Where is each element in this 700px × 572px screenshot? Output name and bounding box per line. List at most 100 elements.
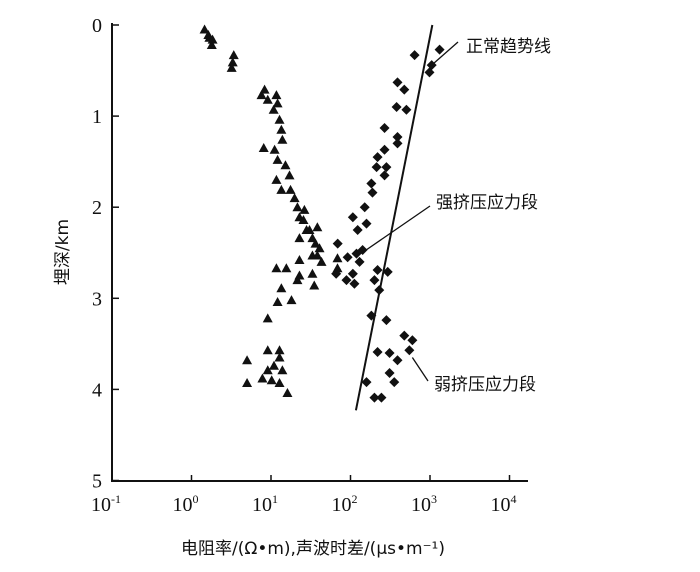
resistivity-point	[314, 243, 325, 253]
resistivity-point	[271, 263, 282, 273]
resistivity-point	[271, 174, 282, 184]
sonic-point	[379, 122, 390, 133]
sonic-point	[404, 345, 415, 356]
resistivity-point	[292, 202, 303, 212]
resistivity-point	[266, 375, 277, 385]
y-axis-title: 埋深/km	[53, 219, 73, 285]
resistivity-point	[268, 360, 279, 370]
resistivity-point	[276, 184, 287, 194]
resistivity-point	[277, 365, 288, 375]
resistivity-point	[206, 40, 217, 50]
resistivity-point	[257, 373, 268, 383]
resistivity-point	[304, 224, 315, 234]
x-tick-exponent: 0	[193, 492, 199, 506]
sonic-point	[384, 347, 395, 358]
x-tick-label: 102	[332, 492, 358, 516]
resistivity-point	[310, 238, 321, 248]
x-tick-base: 10	[491, 494, 511, 516]
resistivity-point	[294, 233, 305, 243]
resistivity-point	[272, 154, 283, 164]
annotation-leader	[431, 41, 459, 66]
y-tick-label: 2	[92, 197, 102, 219]
sonic-point	[409, 50, 420, 61]
sonic-point	[434, 44, 445, 55]
sonic-point	[354, 256, 365, 267]
sonic-point	[382, 266, 393, 277]
resistivity-point	[316, 256, 327, 266]
resistivity-point	[242, 378, 253, 388]
sonic-point	[399, 330, 410, 341]
sonic-point	[367, 187, 378, 198]
resistivity-point	[282, 388, 293, 398]
resistivity-point	[289, 193, 300, 203]
x-tick-exponent: 4	[511, 492, 517, 506]
sonic-point	[351, 248, 362, 259]
sonic-point	[342, 252, 353, 263]
y-tick-label: 0	[92, 15, 102, 37]
resistivity-point	[228, 50, 239, 60]
axes	[111, 23, 528, 482]
x-axis-title: 电阻率/(Ω•m),声波时差/(μs•m⁻¹)	[181, 539, 445, 559]
x-tick-label: 103	[411, 492, 437, 516]
resistivity-point	[226, 62, 237, 72]
sonic-point	[424, 67, 435, 78]
sonic-point	[341, 275, 352, 286]
resistivity-point	[262, 345, 273, 355]
resistivity-point	[332, 253, 343, 263]
y-tick-label: 1	[92, 106, 102, 128]
resistivity-point	[298, 214, 309, 224]
sonic-point	[371, 162, 382, 173]
annotation-leader	[361, 205, 431, 254]
sonic-point	[399, 84, 410, 95]
resistivity-point	[274, 345, 285, 355]
resistivity-point	[207, 34, 218, 44]
x-tick-label: 10-1	[91, 492, 121, 516]
sonic-point	[389, 377, 400, 388]
x-tick-base: 10	[173, 494, 193, 516]
sonic-point	[374, 285, 385, 296]
x-tick-label: 100	[173, 492, 199, 516]
sonic-point	[384, 368, 395, 379]
resistivity-point	[271, 90, 282, 100]
sonic-point	[392, 355, 403, 366]
sonic-point	[347, 212, 358, 223]
sonic-point	[366, 310, 377, 321]
resistivity-point	[307, 268, 318, 278]
sonic-point	[392, 138, 403, 149]
sonic-point	[361, 218, 372, 229]
resistivity-point	[274, 352, 285, 362]
resistivity-point	[307, 250, 318, 260]
resistivity-point	[268, 104, 279, 114]
annotation-label: 弱挤压应力段	[434, 375, 536, 395]
sonic-point	[379, 170, 390, 181]
resistivity-point	[227, 57, 238, 67]
resistivity-point	[242, 355, 253, 365]
sonic-point	[381, 162, 392, 173]
resistivity-point	[258, 142, 269, 152]
resistivity-point	[272, 98, 283, 108]
sonic-point	[392, 77, 403, 88]
resistivity-point	[292, 275, 303, 285]
annotation-label: 强挤压应力段	[436, 193, 538, 213]
sonic-point	[349, 278, 360, 289]
sonic-point	[401, 104, 412, 115]
sonic-point	[347, 268, 358, 279]
resistivity-point	[276, 124, 287, 134]
sonic-point	[391, 101, 402, 112]
resistivity-point	[276, 283, 287, 293]
resistivity-point	[280, 160, 291, 170]
sonic-point	[332, 238, 343, 249]
resistivity-point	[299, 204, 310, 214]
x-tick-base: 10	[91, 494, 111, 516]
resistivity-point	[309, 280, 320, 290]
resistivity-point	[286, 295, 297, 305]
resistivity-point	[262, 313, 273, 323]
x-tick-exponent: 3	[431, 492, 437, 506]
resistivity-point	[312, 222, 323, 232]
resistivity-point	[277, 134, 288, 144]
resistivity-point	[203, 30, 214, 40]
annotation-label: 正常趋势线	[466, 37, 551, 57]
sonic-point	[369, 275, 380, 286]
x-tick-base: 10	[332, 494, 352, 516]
